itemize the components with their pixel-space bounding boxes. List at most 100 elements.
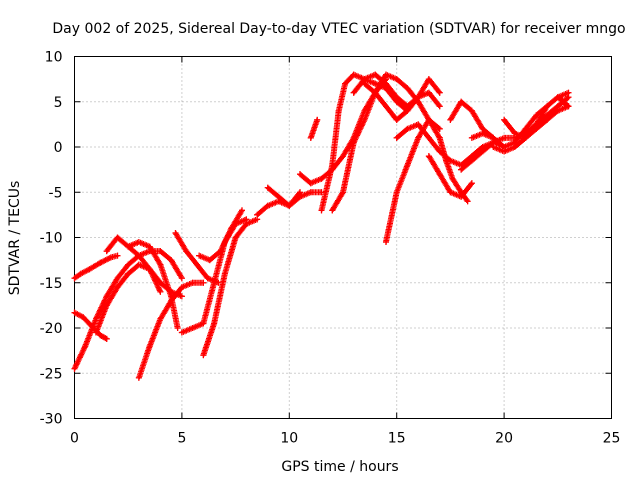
x-tick-label: 15 xyxy=(388,431,406,447)
data-point xyxy=(264,202,271,209)
data-point xyxy=(468,180,475,187)
data-point xyxy=(533,121,540,128)
data-point xyxy=(297,171,303,178)
y-tick-label: -25 xyxy=(40,366,63,382)
data-point xyxy=(393,116,400,123)
data-point xyxy=(415,134,422,141)
data-point xyxy=(490,144,497,150)
data-point xyxy=(157,248,164,255)
data-point xyxy=(479,130,486,137)
data-point xyxy=(200,320,207,327)
data-point xyxy=(511,130,518,137)
data-point xyxy=(318,207,325,214)
data-point xyxy=(86,266,93,273)
y-tick-label: 5 xyxy=(54,95,63,111)
data-point xyxy=(254,211,261,218)
data-point xyxy=(297,189,303,196)
data-point xyxy=(232,234,239,241)
data-point xyxy=(93,329,99,336)
data-point xyxy=(157,261,164,268)
data-point xyxy=(80,314,87,321)
y-tick-label: -15 xyxy=(40,276,63,292)
data-point xyxy=(468,134,475,141)
data-point xyxy=(239,207,245,214)
data-point xyxy=(415,94,422,101)
x-tick-label: 20 xyxy=(495,431,513,447)
data-point xyxy=(383,103,389,110)
data-point xyxy=(436,134,443,141)
data-point xyxy=(157,288,164,295)
data-point xyxy=(464,198,471,205)
data-point xyxy=(125,261,132,268)
data-point xyxy=(193,261,200,268)
data-point xyxy=(554,94,561,101)
y-axis-label: SDTVAR / TECUs xyxy=(7,181,23,296)
x-tick-label: 25 xyxy=(603,431,621,447)
data-point xyxy=(103,335,110,342)
data-point xyxy=(146,343,153,350)
data-point xyxy=(447,189,454,196)
data-point xyxy=(425,153,432,160)
data-point xyxy=(372,80,379,87)
data-point xyxy=(318,189,325,196)
data-point xyxy=(206,257,213,264)
data-point xyxy=(361,107,368,114)
data-point xyxy=(565,89,572,96)
data-point xyxy=(522,134,529,141)
data-point xyxy=(340,153,346,160)
data-point xyxy=(342,80,349,87)
data-point xyxy=(393,94,400,101)
data-point xyxy=(436,171,443,178)
data-point xyxy=(425,89,432,96)
data-point xyxy=(217,248,224,255)
data-point xyxy=(114,284,121,291)
data-point xyxy=(350,71,357,78)
data-point xyxy=(264,184,271,191)
data-point xyxy=(436,125,443,132)
data-point xyxy=(468,107,475,114)
data-point xyxy=(196,252,203,259)
data-point xyxy=(168,257,175,264)
y-tick-labels: 10 5 0 -5 -10 -15 -20 -25 -30 xyxy=(40,50,63,428)
data-point xyxy=(200,279,207,286)
data-point xyxy=(501,116,508,123)
data-point xyxy=(77,270,84,277)
data-point xyxy=(404,107,411,114)
data-point xyxy=(458,189,465,196)
data-point xyxy=(350,139,357,146)
data-point xyxy=(97,259,104,266)
data-point xyxy=(404,125,411,132)
x-axis-label: GPS time / hours xyxy=(281,459,398,475)
data-point xyxy=(443,157,450,164)
data-point xyxy=(329,162,336,169)
chart-title: Day 002 of 2025, Sidereal Day-to-day VTE… xyxy=(52,21,625,37)
data-point xyxy=(157,315,164,322)
axis-ticks xyxy=(74,56,612,419)
data-point xyxy=(565,103,572,110)
y-tick-label: -20 xyxy=(40,321,63,337)
data-point xyxy=(436,89,443,96)
data-point xyxy=(393,189,400,196)
data-point xyxy=(146,243,153,250)
data-point xyxy=(468,157,475,164)
data-point xyxy=(172,230,179,236)
data-point xyxy=(211,320,218,327)
x-tick-label: 0 xyxy=(70,431,79,447)
data-point xyxy=(425,134,432,141)
data-point xyxy=(135,374,142,381)
data-point xyxy=(200,352,207,359)
data-point xyxy=(125,243,132,250)
data-point xyxy=(544,116,551,123)
data-point xyxy=(88,323,95,330)
data-point xyxy=(135,261,142,268)
data-point xyxy=(361,80,368,87)
data-point xyxy=(318,175,325,182)
data-point xyxy=(275,193,282,200)
data-point xyxy=(449,175,456,182)
data-point xyxy=(436,103,443,110)
data-point xyxy=(479,148,486,155)
data-point xyxy=(447,116,454,123)
data-point xyxy=(383,239,389,245)
data-point xyxy=(522,125,529,132)
